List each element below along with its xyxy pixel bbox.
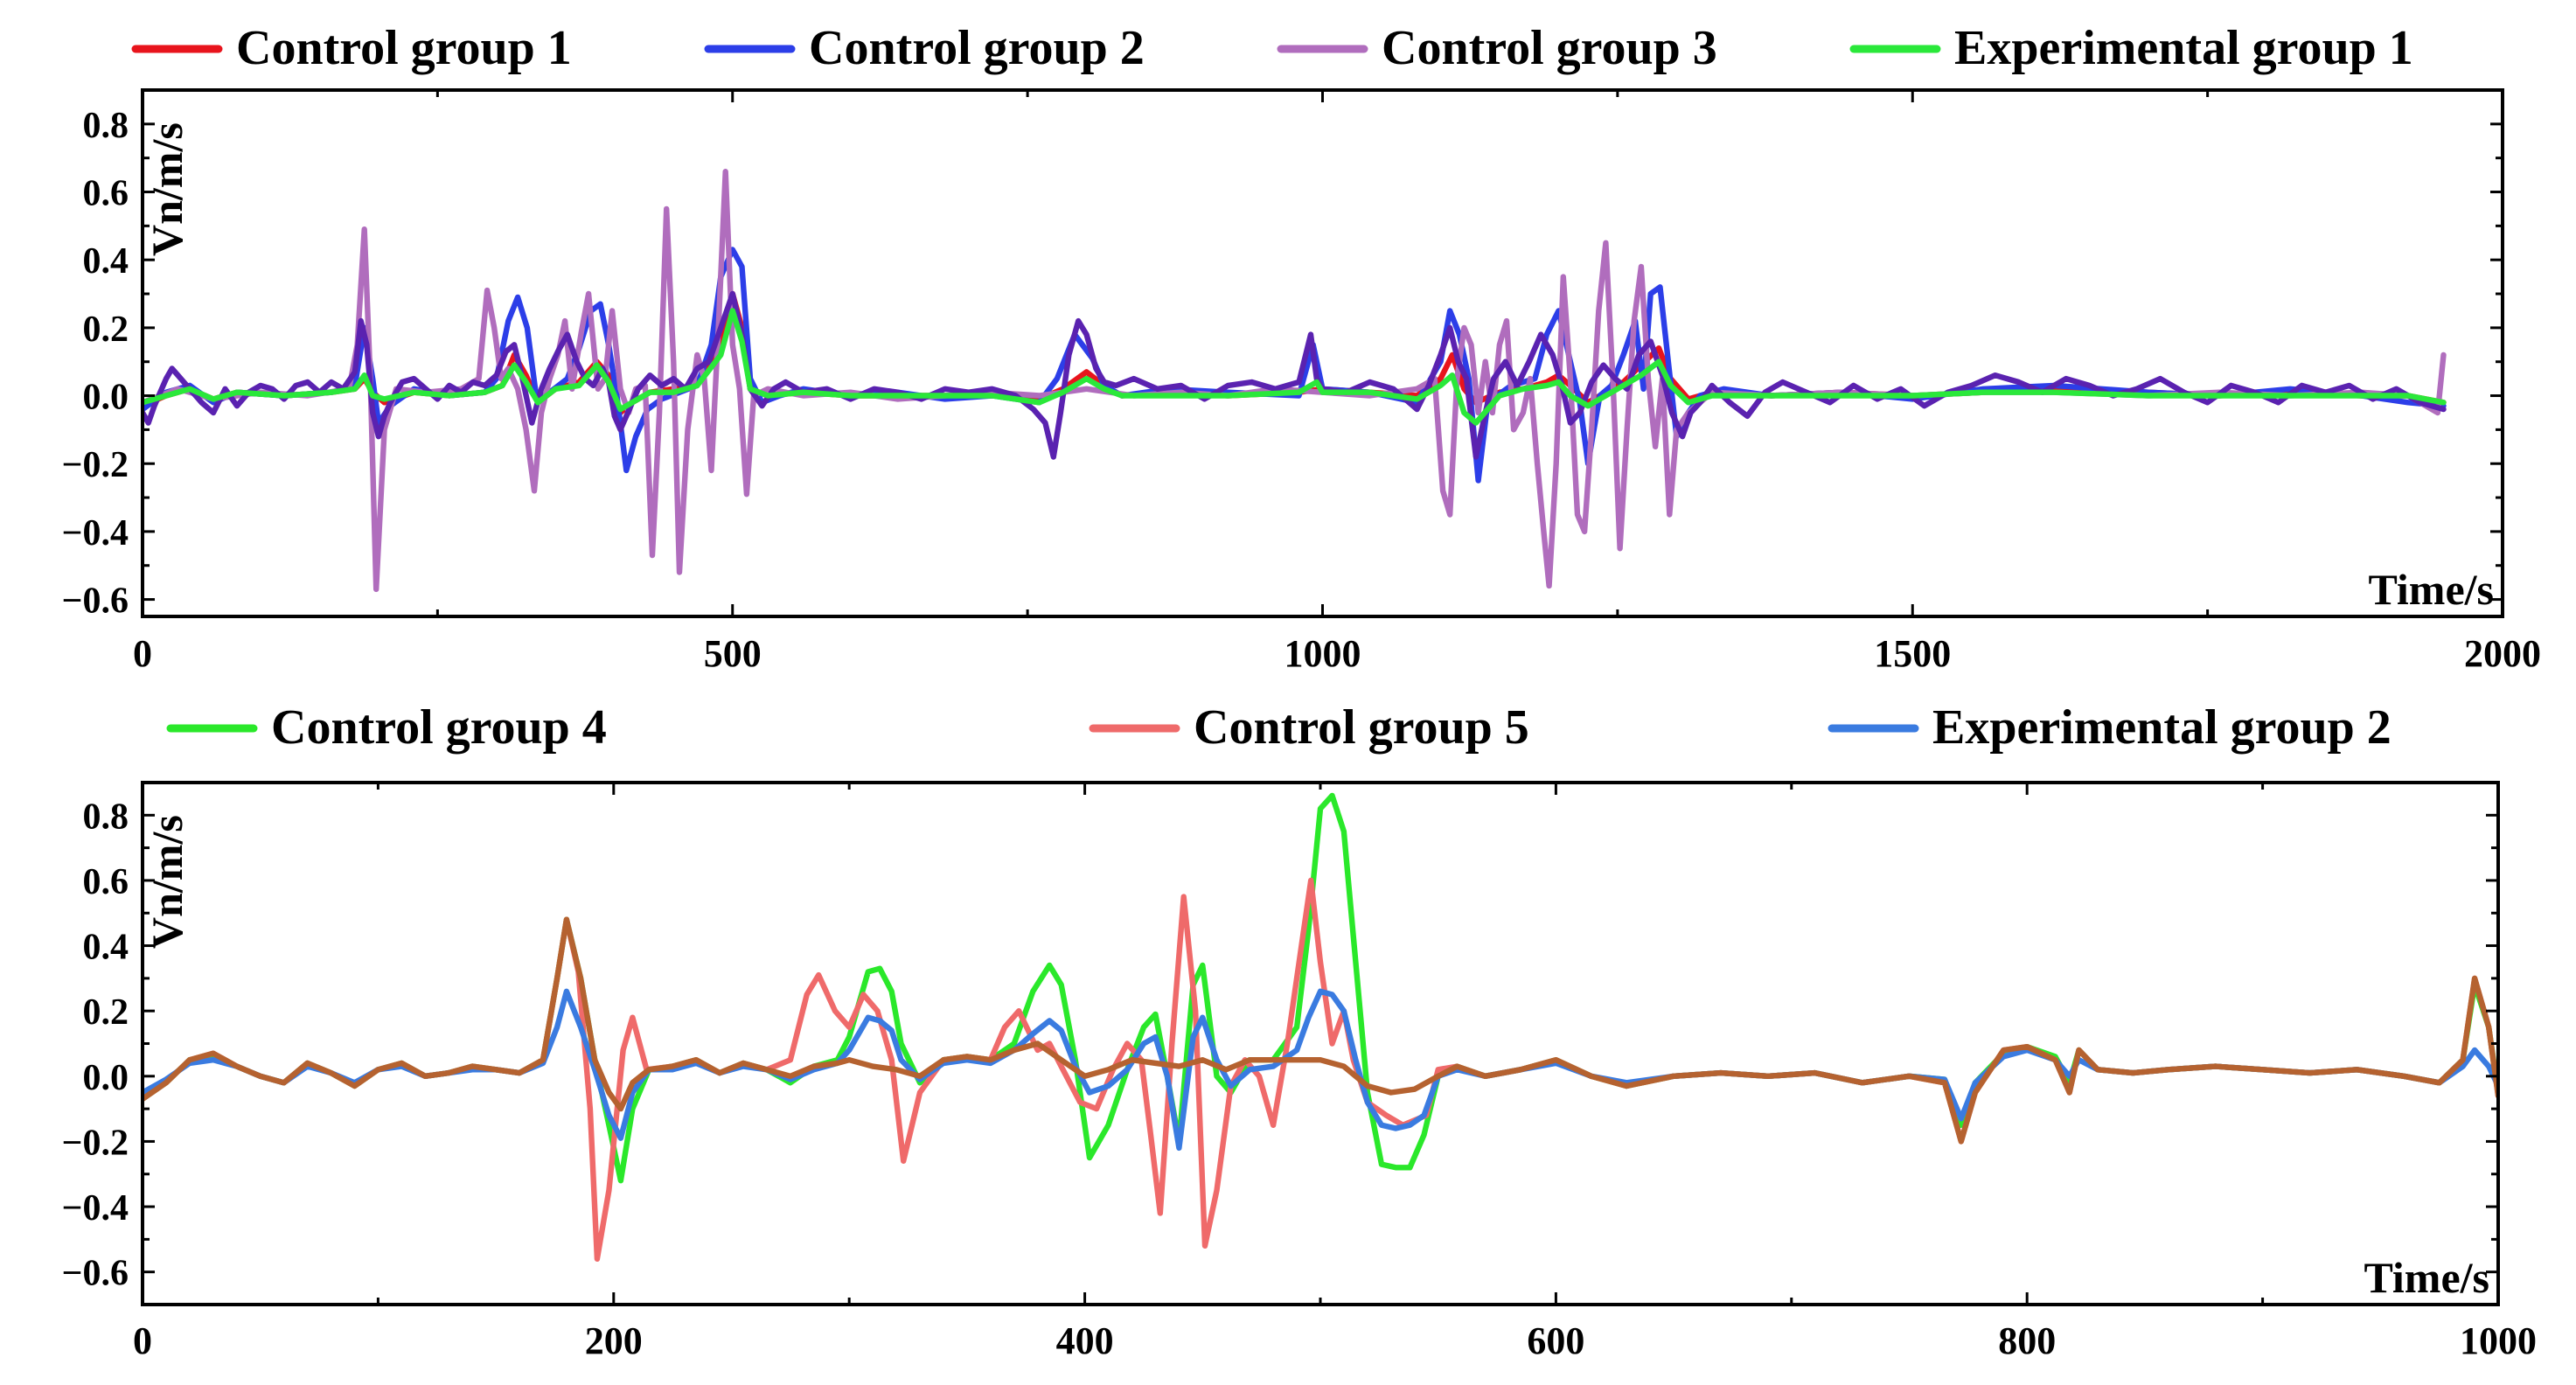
series-line-control-group-purple- [143, 290, 2447, 460]
x-axis-label: Time/s [2368, 565, 2494, 614]
y-tick-label: 0.0 [83, 1058, 129, 1098]
y-tick-label: −0.2 [62, 445, 129, 485]
chart-panel-top: 0 500 1000 1500 2000 −0.6 −0.4 −0.2 0.0 0.2 0.4 0.6… [62, 21, 2541, 675]
x-tick-label: 600 [1527, 1319, 1584, 1362]
y-tick-label: −0.2 [62, 1123, 129, 1163]
x-tick-label: 1000 [2460, 1319, 2537, 1362]
x-tick-label: 0 [133, 632, 152, 675]
legend: Control group 4 Control group 5 Experiment… [166, 700, 2392, 755]
y-tick-label: 0.0 [83, 378, 129, 418]
y-tick-label: −0.4 [62, 1188, 129, 1228]
legend-label: Control group 1 [236, 21, 572, 75]
y-tick-label: 0.8 [83, 797, 129, 837]
series-line-control-group-brown- [143, 916, 2498, 1145]
series-line-control-group-3 [143, 169, 2447, 593]
x-tick-label: 0 [133, 1319, 152, 1362]
legend-label: Control group 4 [271, 700, 607, 755]
x-axis-label: Time/s [2364, 1253, 2489, 1302]
series-group [143, 169, 2447, 593]
series-line-control-group-2 [143, 247, 2447, 484]
y-tick-label: 0.4 [83, 928, 129, 968]
y-tick-label: 0.6 [83, 174, 129, 214]
y-tick-label: 0.8 [83, 106, 129, 146]
y-tick-label: −0.6 [62, 1254, 129, 1294]
legend-label: Experimental group 1 [1954, 21, 2413, 75]
legend: Control group 1 Control group 2 Control gr… [131, 21, 2413, 75]
y-tick-label: 0.2 [83, 992, 129, 1033]
chart-panel-bottom: 0 200 400 600 800 1000 −0.6 −0.4 −0.2 0.0 0.2 0.4 0.… [62, 700, 2537, 1362]
y-tick-label: 0.4 [83, 241, 129, 282]
series-line-control-group-4 [143, 792, 2498, 1184]
y-tick-label: −0.4 [62, 513, 129, 553]
x-tick-label: 400 [1056, 1319, 1114, 1362]
y-axis-label: Vn/m/s [143, 122, 191, 256]
legend-label: Control group 5 [1194, 700, 1529, 755]
y-tick-label: 0.2 [83, 310, 129, 350]
y-tick-label: 0.6 [83, 862, 129, 902]
x-tick-label: 2000 [2464, 632, 2541, 675]
y-tick-label: −0.6 [62, 581, 129, 622]
legend-label: Experimental group 2 [1932, 700, 2392, 755]
x-tick-label: 1000 [1285, 632, 1361, 675]
x-tick-label: 500 [704, 632, 762, 675]
x-tick-label: 800 [1998, 1319, 2056, 1362]
x-tick-label: 1500 [1874, 632, 1951, 675]
plot-frame [141, 781, 2500, 1306]
legend-label: Control group 3 [1382, 21, 1717, 75]
series-line-experimental-group-1 [143, 308, 2447, 426]
legend-label: Control group 2 [809, 21, 1145, 75]
x-tick-label: 200 [585, 1319, 643, 1362]
y-axis-label: Vn/m/s [143, 815, 191, 949]
series-group [143, 792, 2498, 1262]
